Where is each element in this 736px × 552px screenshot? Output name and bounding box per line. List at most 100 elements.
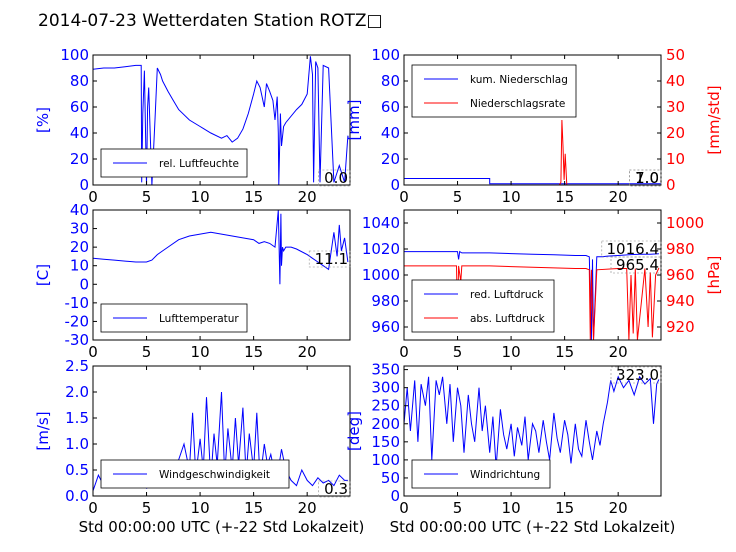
- axes-frame: [92, 209, 351, 341]
- legend-label: Windrichtung: [470, 469, 540, 481]
- x-axis-label: Std 00:00:00 UTC (+-22 Std Lokalzeit): [79, 518, 365, 536]
- y-tick-label: 300: [371, 379, 400, 397]
- y-tick-label: 200: [371, 415, 400, 433]
- axes-frame: [92, 54, 351, 186]
- y-axis-label: [deg]: [345, 411, 363, 451]
- x-tick-label: 10: [191, 499, 210, 517]
- axes-frame: [403, 365, 662, 497]
- value-label-box: [610, 256, 662, 274]
- value-label: 7.0: [635, 169, 659, 187]
- y2-tick-label: 20: [666, 124, 685, 142]
- legend-label: Niederschlagsrate: [470, 98, 565, 110]
- value-label: 0.0: [324, 169, 348, 187]
- y-tick-label: 100: [371, 46, 400, 64]
- axes-frame: [403, 54, 662, 186]
- y2-axis-label: [mm/std]: [705, 85, 723, 154]
- figure-title: 2014-07-23 Wetterdaten Station ROTZ□: [38, 11, 383, 31]
- legend-label: rel. Luftfeuchte: [159, 158, 239, 170]
- x-tick-label: 5: [453, 499, 463, 517]
- value-label: 0.3: [324, 480, 348, 498]
- y-tick-label: 0: [79, 176, 89, 194]
- y-tick-label: 980: [371, 292, 400, 310]
- x-tick-label: 20: [298, 188, 317, 206]
- y-tick-label: 0.0: [65, 487, 89, 505]
- value-label: 11.1: [315, 250, 348, 268]
- y-axis-label: [%]: [34, 107, 52, 133]
- y-axis-label: [mm]: [345, 100, 363, 141]
- y-tick-label: 150: [371, 433, 400, 451]
- legend-box: [411, 279, 555, 333]
- x-tick-label: 20: [609, 499, 628, 517]
- y-tick-label: 1.0: [65, 435, 89, 453]
- value-label: 1.0: [635, 169, 659, 187]
- y-tick-label: 60: [70, 98, 89, 116]
- series-line-pressure-0: [404, 250, 659, 340]
- y-tick-label: 30: [70, 220, 89, 238]
- y-axis-label: [m/s]: [34, 411, 52, 450]
- x-tick-label: 0: [399, 343, 409, 361]
- x-tick-label: 5: [142, 343, 152, 361]
- y2-tick-label: 1000: [666, 214, 704, 232]
- y-tick-label: 100: [60, 46, 89, 64]
- y-tick-label: 250: [371, 397, 400, 415]
- y-tick-label: 10: [70, 257, 89, 275]
- legend-label: abs. Luftdruck: [470, 313, 546, 325]
- value-label-box: [610, 366, 662, 384]
- x-tick-label: 0: [88, 188, 98, 206]
- y-axis-label: [C]: [34, 264, 52, 286]
- value-label-box: [308, 250, 351, 268]
- y-tick-label: 1040: [362, 214, 400, 232]
- legend-label: kum. Niederschlag: [470, 74, 568, 86]
- x-tick-label: 10: [191, 188, 210, 206]
- value-label: 323.0: [616, 366, 659, 384]
- y2-tick-label: 0: [666, 176, 676, 194]
- y-tick-label: -10: [65, 294, 90, 312]
- x-tick-label: 5: [453, 343, 463, 361]
- x-tick-label: 5: [453, 188, 463, 206]
- y-tick-label: 40: [70, 201, 89, 219]
- x-tick-label: 15: [555, 343, 574, 361]
- y-tick-label: 0: [390, 487, 400, 505]
- x-tick-label: 15: [244, 499, 263, 517]
- series-line-pressure-1: [404, 265, 660, 340]
- y-tick-label: 80: [381, 72, 400, 90]
- y-tick-label: 20: [70, 238, 89, 256]
- x-tick-label: 5: [142, 188, 152, 206]
- y-tick-label: 960: [371, 318, 400, 336]
- y-tick-label: 40: [381, 124, 400, 142]
- y-tick-label: 50: [381, 469, 400, 487]
- y2-tick-label: 40: [666, 72, 685, 90]
- y-tick-label: 1.5: [65, 409, 89, 427]
- y-tick-label: 20: [381, 150, 400, 168]
- y-tick-label: 0.5: [65, 461, 89, 479]
- x-tick-label: 10: [502, 188, 521, 206]
- series-line-winddirection-0: [404, 375, 660, 468]
- x-tick-label: 0: [88, 499, 98, 517]
- x-tick-label: 20: [298, 499, 317, 517]
- legend-label: Windgeschwindigkeit: [159, 469, 270, 481]
- y2-tick-label: 980: [666, 240, 695, 258]
- y-tick-label: 0: [79, 275, 89, 293]
- y-tick-label: 100: [371, 451, 400, 469]
- x-tick-label: 15: [244, 188, 263, 206]
- y2-tick-label: 50: [666, 46, 685, 64]
- panel-pressure: 0 5 10 15 20 960 980 1000 1020 1040 920 940 960 980 10…: [362, 209, 723, 361]
- y-tick-label: 2.5: [65, 357, 89, 375]
- x-tick-label: 20: [298, 343, 317, 361]
- x-tick-label: 10: [502, 499, 521, 517]
- legend-box: [411, 459, 551, 489]
- series-line-precipitation-0: [404, 178, 661, 185]
- value-label: 1016.4: [607, 240, 660, 258]
- panel-precipitation: 0 5 10 15 20 0 20 40 60 80 100 0 10 20 30 40 50 [mm] [mm/s…: [345, 46, 723, 206]
- x-tick-label: 5: [142, 499, 152, 517]
- x-axis-label: Std 00:00:00 UTC (+-22 Std Lokalzeit): [390, 518, 676, 536]
- legend-box: [411, 64, 577, 118]
- y2-tick-label: 30: [666, 98, 685, 116]
- y2-tick-label: 940: [666, 292, 695, 310]
- panel-windspeed: 0 5 10 15 20 0.0 0.5 1.0 1.5 2.0 2.5 [m/s] Std 00:00…: [34, 357, 364, 536]
- x-tick-label: 15: [555, 188, 574, 206]
- y2-tick-label: 10: [666, 150, 685, 168]
- axes-frame: [92, 365, 351, 497]
